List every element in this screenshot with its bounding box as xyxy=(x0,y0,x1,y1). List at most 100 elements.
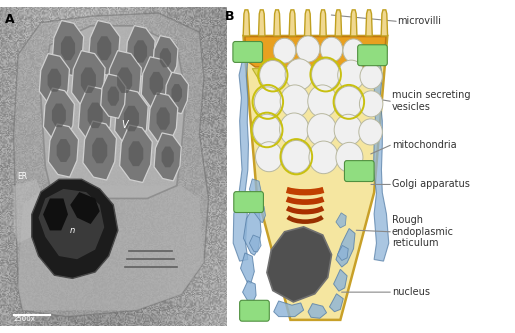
Polygon shape xyxy=(308,304,327,318)
Circle shape xyxy=(335,86,363,118)
Polygon shape xyxy=(153,36,178,80)
Polygon shape xyxy=(249,235,261,252)
Polygon shape xyxy=(162,147,174,167)
Polygon shape xyxy=(165,72,188,114)
Polygon shape xyxy=(39,54,70,107)
Polygon shape xyxy=(381,10,388,36)
Polygon shape xyxy=(83,121,116,180)
Polygon shape xyxy=(304,10,311,36)
Circle shape xyxy=(343,39,364,62)
Circle shape xyxy=(280,113,309,146)
Text: Golgi apparatus: Golgi apparatus xyxy=(392,179,470,189)
Polygon shape xyxy=(244,207,261,255)
Polygon shape xyxy=(126,26,155,77)
Polygon shape xyxy=(243,10,250,36)
Polygon shape xyxy=(119,125,152,182)
Polygon shape xyxy=(336,213,346,228)
Polygon shape xyxy=(13,179,41,243)
Polygon shape xyxy=(117,67,132,93)
Polygon shape xyxy=(241,253,254,283)
Polygon shape xyxy=(53,21,83,76)
Polygon shape xyxy=(336,228,355,267)
Polygon shape xyxy=(72,51,105,110)
Polygon shape xyxy=(89,21,120,76)
Circle shape xyxy=(255,142,283,172)
Polygon shape xyxy=(320,10,327,36)
FancyBboxPatch shape xyxy=(357,45,387,66)
Polygon shape xyxy=(39,189,104,259)
Polygon shape xyxy=(129,141,143,166)
Polygon shape xyxy=(334,269,347,291)
Polygon shape xyxy=(233,54,248,261)
Polygon shape xyxy=(337,245,348,260)
Text: nucleus: nucleus xyxy=(392,287,430,297)
Circle shape xyxy=(359,91,383,117)
Circle shape xyxy=(320,37,342,62)
Polygon shape xyxy=(57,139,70,162)
Circle shape xyxy=(312,59,340,90)
Polygon shape xyxy=(335,10,341,36)
Polygon shape xyxy=(43,88,74,143)
Polygon shape xyxy=(289,10,296,36)
Text: ER: ER xyxy=(18,171,28,180)
Polygon shape xyxy=(52,104,66,127)
Circle shape xyxy=(260,61,286,90)
Polygon shape xyxy=(259,10,265,36)
FancyBboxPatch shape xyxy=(345,161,374,181)
Polygon shape xyxy=(267,227,332,302)
Text: A: A xyxy=(5,13,14,26)
Polygon shape xyxy=(78,86,112,145)
Circle shape xyxy=(254,87,281,117)
Text: Rough
endoplasmic
reticulum: Rough endoplasmic reticulum xyxy=(392,215,454,248)
Polygon shape xyxy=(154,133,181,181)
Circle shape xyxy=(359,119,382,145)
Polygon shape xyxy=(254,204,265,223)
Polygon shape xyxy=(97,36,111,60)
Polygon shape xyxy=(124,106,139,131)
Circle shape xyxy=(273,38,296,63)
Text: n: n xyxy=(70,226,75,235)
Polygon shape xyxy=(13,13,209,317)
Circle shape xyxy=(253,114,281,146)
Polygon shape xyxy=(115,89,148,148)
Polygon shape xyxy=(244,36,387,320)
Circle shape xyxy=(285,59,313,90)
Text: mitochondria: mitochondria xyxy=(392,140,456,150)
Polygon shape xyxy=(18,186,204,310)
Polygon shape xyxy=(245,37,386,67)
Polygon shape xyxy=(92,138,107,163)
FancyBboxPatch shape xyxy=(234,191,264,212)
FancyBboxPatch shape xyxy=(239,300,269,321)
Polygon shape xyxy=(274,10,280,36)
Polygon shape xyxy=(141,57,171,110)
Circle shape xyxy=(308,85,337,118)
Circle shape xyxy=(338,60,365,90)
Polygon shape xyxy=(101,74,126,118)
Polygon shape xyxy=(157,107,170,130)
Polygon shape xyxy=(373,54,389,261)
Polygon shape xyxy=(70,192,100,224)
Polygon shape xyxy=(48,124,78,177)
Polygon shape xyxy=(149,72,163,95)
Polygon shape xyxy=(32,179,118,278)
Polygon shape xyxy=(134,40,147,63)
Polygon shape xyxy=(351,10,357,36)
Polygon shape xyxy=(273,301,304,317)
Polygon shape xyxy=(249,179,261,200)
Polygon shape xyxy=(47,69,61,92)
Polygon shape xyxy=(330,294,344,312)
Text: 2500x: 2500x xyxy=(13,316,36,322)
Polygon shape xyxy=(81,67,96,93)
Polygon shape xyxy=(41,26,186,198)
Circle shape xyxy=(334,114,363,146)
Polygon shape xyxy=(108,87,119,106)
Circle shape xyxy=(282,141,311,173)
Polygon shape xyxy=(148,93,178,145)
Circle shape xyxy=(280,85,310,118)
Polygon shape xyxy=(61,36,75,60)
Circle shape xyxy=(309,141,338,174)
Polygon shape xyxy=(88,103,102,128)
Circle shape xyxy=(336,142,363,172)
Text: V: V xyxy=(122,120,128,130)
Polygon shape xyxy=(171,84,182,102)
